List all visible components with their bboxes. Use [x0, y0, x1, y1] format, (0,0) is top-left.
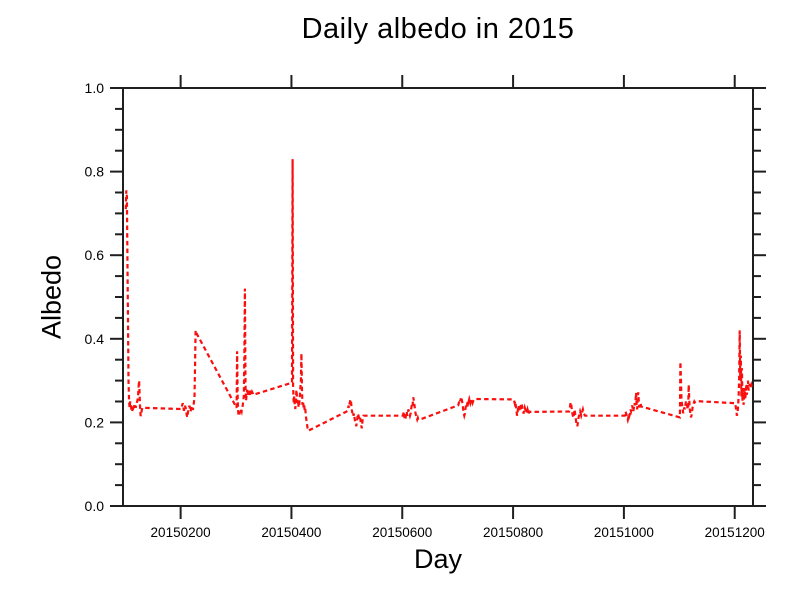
y-tick-label: 1.0	[85, 80, 105, 96]
x-tick-label: 20151000	[594, 525, 654, 540]
x-axis-label: Day	[413, 544, 462, 574]
y-tick-label: 0.0	[85, 498, 105, 514]
series-line-daily-albedo-2015	[124, 159, 753, 433]
x-tick-labels: 20150200 20150400 20150600 20150800 20151000…	[151, 525, 765, 540]
y-tick-label: 0.6	[85, 247, 105, 263]
axes	[110, 75, 766, 519]
x-tick-label: 20150400	[261, 525, 321, 540]
y-tick-label: 0.2	[85, 414, 105, 430]
y-tick-labels: 0.0 0.2 0.4 0.6 0.8 1.0	[85, 80, 105, 514]
x-tick-label: 20150800	[483, 525, 543, 540]
y-tick-label: 0.8	[85, 164, 105, 180]
chart-title: Daily albedo in 2015	[301, 13, 575, 45]
x-tick-label: 20150600	[372, 525, 432, 540]
y-tick-label: 0.4	[85, 331, 105, 347]
x-tick-label: 20150200	[151, 525, 211, 540]
x-tick-label: 20151200	[705, 525, 765, 540]
y-axis-label: Albedo	[36, 254, 67, 340]
